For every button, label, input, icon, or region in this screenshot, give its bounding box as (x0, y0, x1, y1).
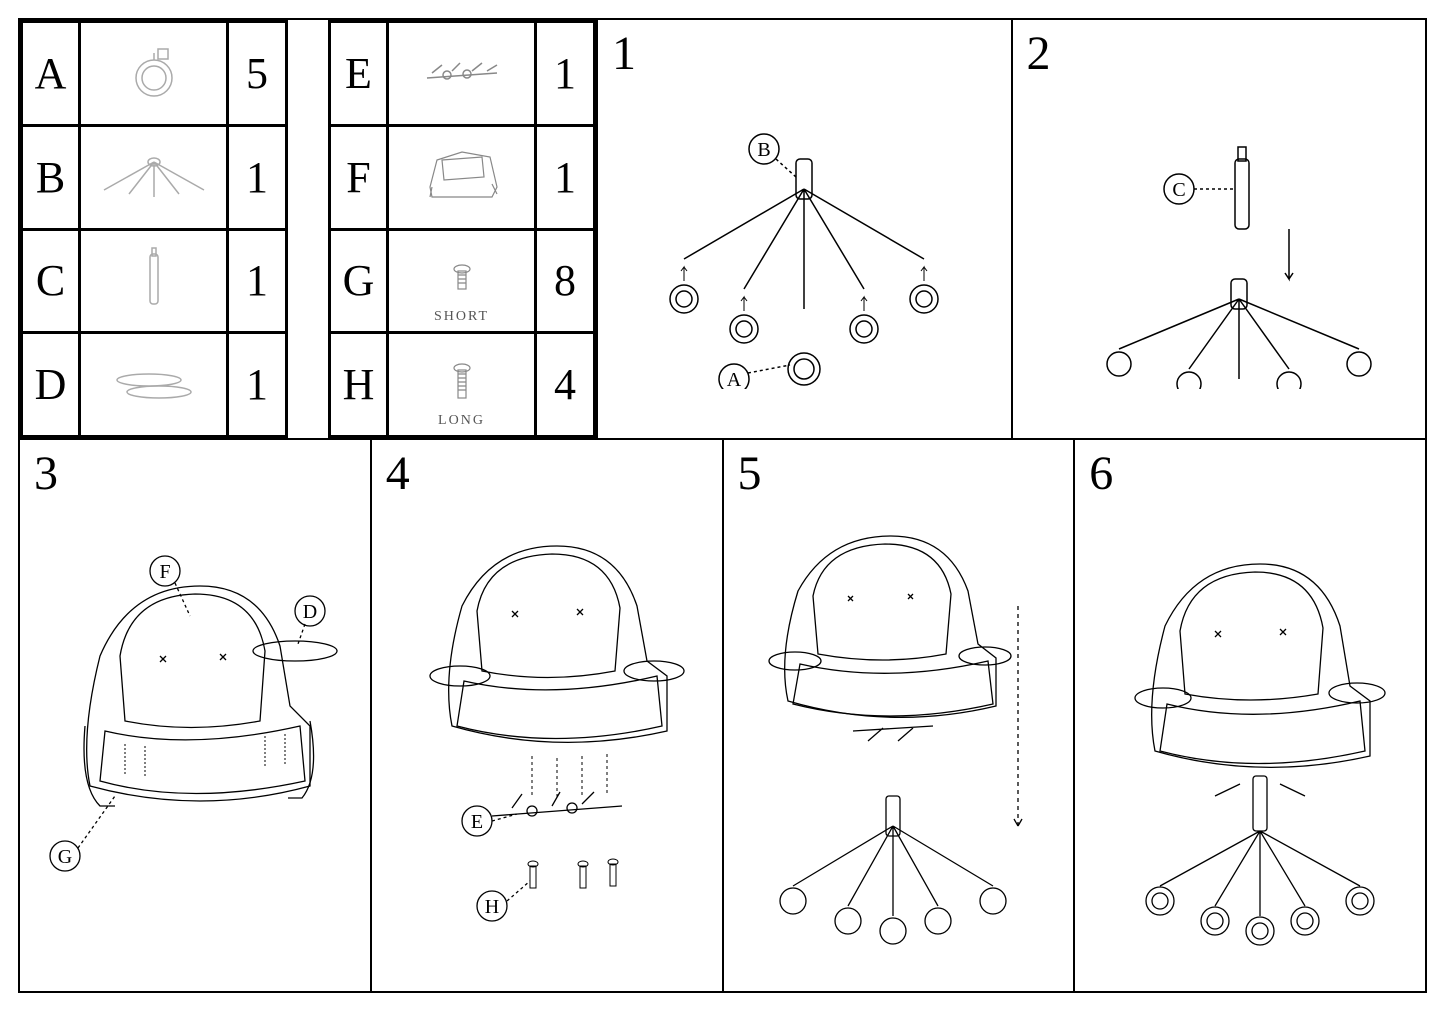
part-letter: A (23, 23, 81, 124)
callout-a: A (727, 369, 742, 389)
part-row: D 1 (20, 331, 288, 438)
cylinder-icon (81, 231, 229, 332)
part-qty: 1 (537, 23, 593, 124)
part-row: E 1 (328, 20, 596, 124)
callout-e: E (471, 811, 483, 833)
step-5: 5 (722, 440, 1074, 991)
callout-f: F (159, 561, 170, 583)
part-qty: 4 (537, 334, 593, 435)
step-6: 6 (1073, 440, 1425, 991)
bolt-sublabel: SHORT (434, 309, 489, 325)
part-qty: 1 (229, 127, 285, 228)
part-qty: 8 (537, 231, 593, 332)
step-number: 3 (34, 446, 58, 501)
base-icon (81, 127, 229, 228)
bottom-row: 3 (20, 440, 1425, 991)
step-number: 1 (612, 26, 636, 81)
bolt-sublabel: LONG (438, 413, 485, 429)
caster-icon (81, 23, 229, 124)
part-letter: B (23, 127, 81, 228)
top-row: A 5 B (20, 20, 1425, 440)
step4-diagram: E H (382, 476, 712, 956)
step-number: 6 (1089, 446, 1113, 501)
parts-table-2: E 1 F (328, 20, 596, 438)
part-letter: H (331, 334, 389, 435)
part-letter: F (331, 127, 389, 228)
part-row: B 1 (20, 124, 288, 228)
part-letter: C (23, 231, 81, 332)
part-row: C 1 (20, 228, 288, 332)
step5-diagram (733, 476, 1063, 956)
part-qty: 1 (229, 334, 285, 435)
bolt-long-icon: LONG (389, 334, 537, 435)
step-number: 2 (1027, 26, 1051, 81)
part-row: A 5 (20, 20, 288, 124)
step-1: 1 (596, 20, 1011, 438)
part-qty: 5 (229, 23, 285, 124)
callout-h: H (484, 896, 498, 918)
mechanism-icon (389, 23, 537, 124)
part-letter: G (331, 231, 389, 332)
part-row: H LONG 4 (328, 331, 596, 438)
part-letter: E (331, 23, 389, 124)
instruction-sheet: A 5 B (18, 18, 1427, 993)
seat-icon (389, 127, 537, 228)
step2-diagram: C (1039, 69, 1399, 389)
step-2: 2 C (1011, 20, 1426, 438)
part-row: G SHORT 8 (328, 228, 596, 332)
callout-c: C (1172, 179, 1185, 201)
callout-g: G (58, 846, 72, 868)
armpads-icon (81, 334, 229, 435)
callout-d: D (303, 601, 317, 623)
step-number: 5 (738, 446, 762, 501)
part-qty: 1 (537, 127, 593, 228)
parts-table-1: A 5 B (20, 20, 288, 438)
step-3: 3 (20, 440, 370, 991)
part-row: F 1 (328, 124, 596, 228)
step1-diagram: B A (624, 69, 984, 389)
step6-diagram (1085, 476, 1415, 956)
part-qty: 1 (229, 231, 285, 332)
step3-diagram: F D G (30, 476, 360, 956)
callout-b: B (758, 139, 771, 161)
step-4: 4 (370, 440, 722, 991)
step-number: 4 (386, 446, 410, 501)
part-letter: D (23, 334, 81, 435)
spacer (288, 20, 328, 438)
bolt-short-icon: SHORT (389, 231, 537, 332)
